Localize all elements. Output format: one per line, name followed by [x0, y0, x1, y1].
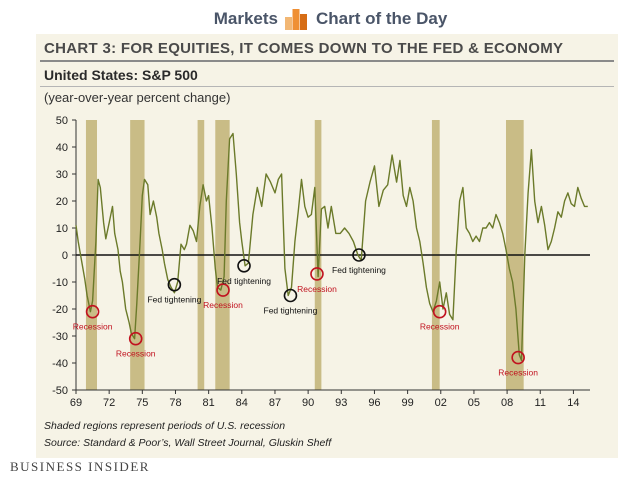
recession-label: Recession	[297, 284, 337, 294]
x-tick-label: 78	[169, 397, 181, 409]
x-tick-label: 96	[368, 397, 380, 409]
business-insider-logo[interactable]: BUSINESS INSIDER	[10, 459, 150, 474]
x-tick-label: 99	[401, 397, 413, 409]
x-tick-label: 84	[236, 397, 248, 409]
source-note: Source: Standard & Poor’s, Wall Street J…	[44, 437, 332, 449]
subtitle-divider	[40, 86, 614, 87]
title-divider	[40, 60, 614, 62]
fed-tightening-label: Fed tightening	[264, 306, 318, 316]
y-tick-label: 0	[62, 250, 68, 262]
y-tick-label: -40	[52, 358, 68, 370]
y-tick-label: -30	[52, 331, 68, 343]
y-tick-label: 30	[56, 169, 68, 181]
chart-of-the-day-label[interactable]: Chart of the Day	[316, 9, 448, 28]
x-tick-label: 05	[468, 397, 480, 409]
sp500-line	[75, 132, 588, 361]
recession-label: Recession	[498, 368, 538, 378]
shading-note: Shaded regions represent periods of U.S.…	[44, 420, 286, 432]
fed-tightening-label: Fed tightening	[332, 265, 386, 275]
logo-bar	[285, 17, 292, 30]
y-tick-label: -10	[52, 277, 68, 289]
recession-marker	[310, 267, 324, 281]
y-tick-label: 40	[56, 142, 68, 154]
recession-marker	[432, 304, 447, 319]
fed-tightening-marker	[237, 259, 251, 273]
recession-label: Recession	[73, 322, 113, 332]
logo-bar	[292, 9, 300, 30]
x-tick-label: 87	[269, 397, 281, 409]
x-tick-label: 08	[501, 397, 513, 409]
unit-note: (year-over-year percent change)	[44, 90, 231, 105]
fed-tightening-marker	[167, 277, 182, 292]
x-tick-label: 72	[103, 397, 115, 409]
x-tick-label: 11	[535, 397, 546, 409]
x-tick-label: 90	[302, 397, 314, 409]
recession-marker	[511, 350, 525, 365]
recession-label: Recession	[116, 349, 156, 359]
fed-tightening-marker	[283, 288, 298, 303]
fed-tightening-marker	[352, 248, 366, 262]
x-tick-label: 81	[203, 397, 215, 409]
y-tick-label: -50	[52, 385, 68, 397]
x-tick-label: 14	[567, 397, 579, 409]
y-tick-label: -20	[52, 304, 68, 316]
logo-bar	[300, 14, 307, 30]
x-tick-label: 75	[136, 397, 148, 409]
recession-label: Recession	[203, 300, 243, 310]
page-header: Markets Chart of the Day	[0, 0, 640, 36]
y-tick-label: 10	[56, 223, 68, 235]
recession-marker	[216, 283, 230, 297]
markets-label[interactable]: Markets	[213, 9, 278, 28]
fed-tightening-label: Fed tightening	[147, 295, 201, 305]
recession-marker	[128, 331, 143, 346]
x-tick-label: 69	[70, 397, 82, 409]
fed-tightening-label: Fed tightening	[217, 276, 271, 286]
recession-label: Recession	[420, 322, 460, 332]
x-tick-label: 02	[435, 397, 447, 409]
recession-marker	[85, 304, 100, 319]
chart-title: CHART 3: FOR EQUITIES, IT COMES DOWN TO …	[44, 40, 564, 57]
y-tick-label: 50	[56, 115, 68, 127]
chart-card: CHART 3: FOR EQUITIES, IT COMES DOWN TO …	[36, 34, 618, 458]
bar-chart-logo-icon	[285, 9, 307, 30]
chart-subtitle: United States: S&P 500	[44, 67, 198, 83]
x-tick-label: 93	[335, 397, 347, 409]
y-tick-label: 20	[56, 196, 68, 208]
